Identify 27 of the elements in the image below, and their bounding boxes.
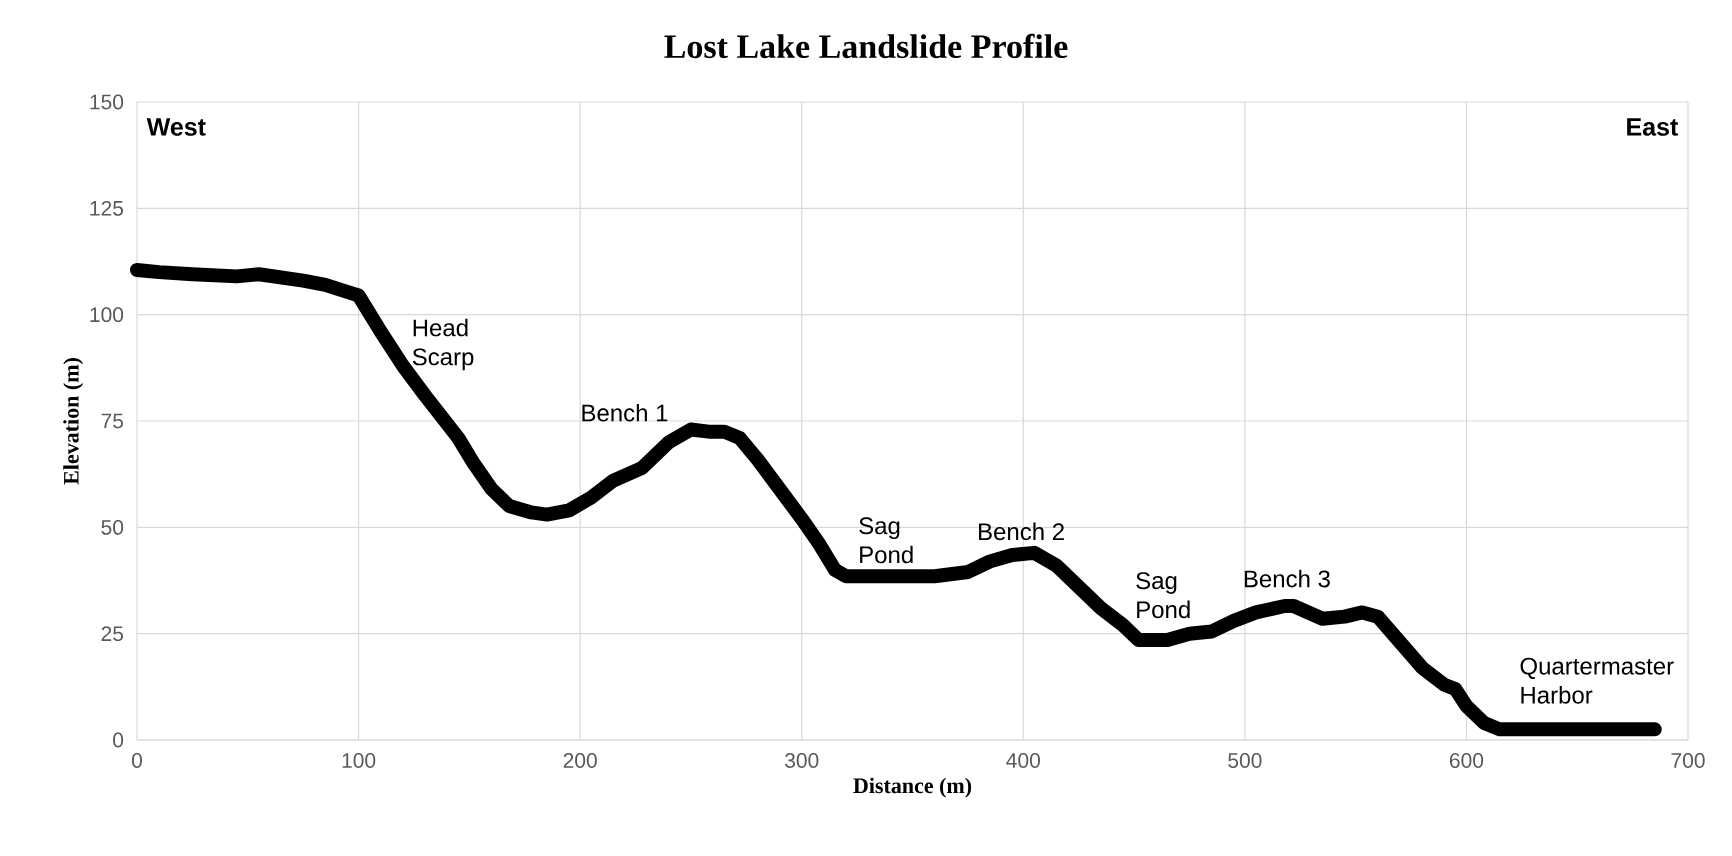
x-tick-label: 700	[1671, 753, 1705, 768]
y-tick-label: 75	[101, 413, 124, 429]
annotation: Bench 3	[1244, 569, 1330, 588]
annotation: Sag Pond	[859, 517, 913, 564]
x-axis-title: Distance (m)	[853, 777, 972, 798]
chart-title: Lost Lake Landslide Profile	[664, 33, 1068, 59]
y-tick-label: 125	[90, 200, 124, 216]
y-tick-label: 50	[101, 519, 124, 535]
x-tick-label: 200	[563, 753, 597, 768]
x-tick-label: 300	[784, 753, 819, 768]
x-tick-label: 100	[342, 753, 376, 768]
x-tick-label: 600	[1449, 753, 1484, 768]
y-tick-label: 150	[90, 94, 124, 110]
annotation: West	[146, 118, 206, 136]
x-tick-label: 0	[131, 753, 143, 768]
annotation: Bench 1	[582, 403, 668, 422]
y-tick-label: 0	[113, 732, 124, 748]
x-tick-label: 500	[1228, 753, 1262, 768]
annotation: Bench 2	[979, 522, 1064, 541]
y-tick-label: 100	[90, 307, 124, 323]
x-tick-label: 400	[1006, 753, 1040, 768]
annotation: Head Scarp	[412, 318, 474, 371]
annotation: East	[1627, 118, 1679, 136]
annotation: Sag Pond	[1136, 572, 1190, 619]
y-axis-title: Elevation (m)	[63, 358, 84, 485]
annotation: Quartermaster Harbor	[1520, 657, 1674, 704]
y-tick-label: 25	[101, 626, 124, 642]
